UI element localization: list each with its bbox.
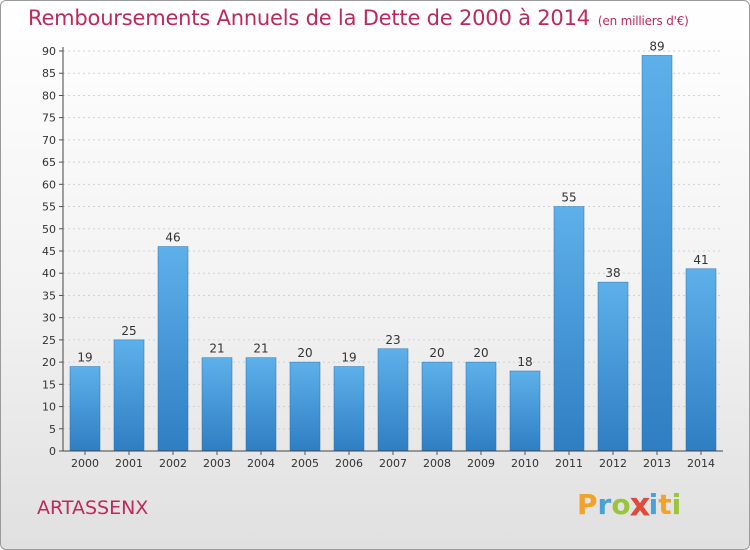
y-tick-label: 90: [42, 45, 56, 58]
bar-2008: [421, 361, 453, 452]
y-tick-label: 65: [42, 156, 56, 169]
bar-2001: [113, 339, 145, 452]
y-tick-label: 20: [42, 356, 56, 369]
x-tick-label: 2001: [115, 457, 143, 470]
y-tick-label: 10: [42, 401, 56, 414]
x-tick-label: 2006: [335, 457, 363, 470]
bar-2013: [641, 55, 673, 452]
bar-2002: [157, 246, 189, 452]
commune-name: ARTASSENX: [37, 497, 149, 519]
bar-2005: [289, 361, 321, 452]
y-tick-label: 75: [42, 112, 56, 125]
data-label: 20: [297, 346, 312, 360]
bar-2014: [685, 268, 717, 452]
x-tick-label: 2000: [71, 457, 99, 470]
x-tick-label: 2010: [511, 457, 539, 470]
data-label: 20: [473, 346, 488, 360]
bar-2012: [597, 281, 629, 452]
x-tick-label: 2011: [555, 457, 583, 470]
logo-letter: i: [671, 488, 682, 521]
y-tick-label: 25: [42, 334, 56, 347]
data-label: 25: [121, 324, 136, 338]
data-label: 18: [517, 355, 532, 369]
bar-2004: [245, 357, 277, 452]
data-label: 55: [561, 191, 576, 205]
y-tick-label: 45: [42, 245, 56, 258]
y-tick-label: 35: [42, 289, 56, 302]
x-tick-label: 2012: [599, 457, 627, 470]
bar-2000: [69, 366, 101, 452]
chart-title: Remboursements Annuels de la Dette de 20…: [28, 6, 689, 30]
data-label: 38: [605, 266, 620, 280]
data-label: 20: [429, 346, 444, 360]
y-tick-label: 70: [42, 134, 56, 147]
y-tick-label: 85: [42, 67, 56, 80]
logo-letter: x: [629, 485, 651, 524]
logo-letter: r: [597, 488, 612, 521]
bar-2010: [509, 370, 541, 452]
data-label: 23: [385, 333, 400, 347]
y-tick-label: 15: [42, 378, 56, 391]
x-tick-label: 2002: [159, 457, 187, 470]
x-tick-label: 2004: [247, 457, 275, 470]
y-tick-label: 40: [42, 267, 56, 280]
y-tick-label: 60: [42, 178, 56, 191]
x-tick-label: 2007: [379, 457, 407, 470]
x-tick-label: 2008: [423, 457, 451, 470]
data-label: 21: [253, 342, 268, 356]
x-tick-label: 2013: [643, 457, 671, 470]
data-label: 21: [209, 342, 224, 356]
bar-2006: [333, 366, 365, 452]
bar-2009: [465, 361, 497, 452]
y-tick-label: 5: [49, 423, 56, 436]
y-tick-label: 30: [42, 312, 56, 325]
logo-letter: o: [611, 488, 631, 521]
chart-subtitle: (en milliers d'€): [597, 14, 689, 28]
bar-2007: [377, 348, 409, 452]
y-tick-label: 50: [42, 223, 56, 236]
y-tick-label: 80: [42, 89, 56, 102]
bar-2011: [553, 206, 585, 452]
y-tick-label: 0: [49, 445, 56, 458]
data-label: 19: [341, 351, 356, 365]
data-label: 89: [649, 39, 664, 53]
y-tick-label: 55: [42, 201, 56, 214]
proxiti-logo: Proxiti: [577, 485, 682, 524]
bar-2003: [201, 357, 233, 452]
x-tick-label: 2014: [687, 457, 715, 470]
data-label: 46: [165, 231, 180, 245]
logo-letter: i: [648, 488, 659, 521]
x-tick-label: 2009: [467, 457, 495, 470]
logo-letter: t: [658, 488, 672, 521]
x-tick-label: 2005: [291, 457, 319, 470]
logo-letter: P: [577, 488, 598, 521]
x-tick-label: 2003: [203, 457, 231, 470]
data-label: 19: [77, 351, 92, 365]
chart-title-text: Remboursements Annuels de la Dette de 20…: [28, 6, 590, 30]
data-label: 41: [693, 253, 708, 267]
